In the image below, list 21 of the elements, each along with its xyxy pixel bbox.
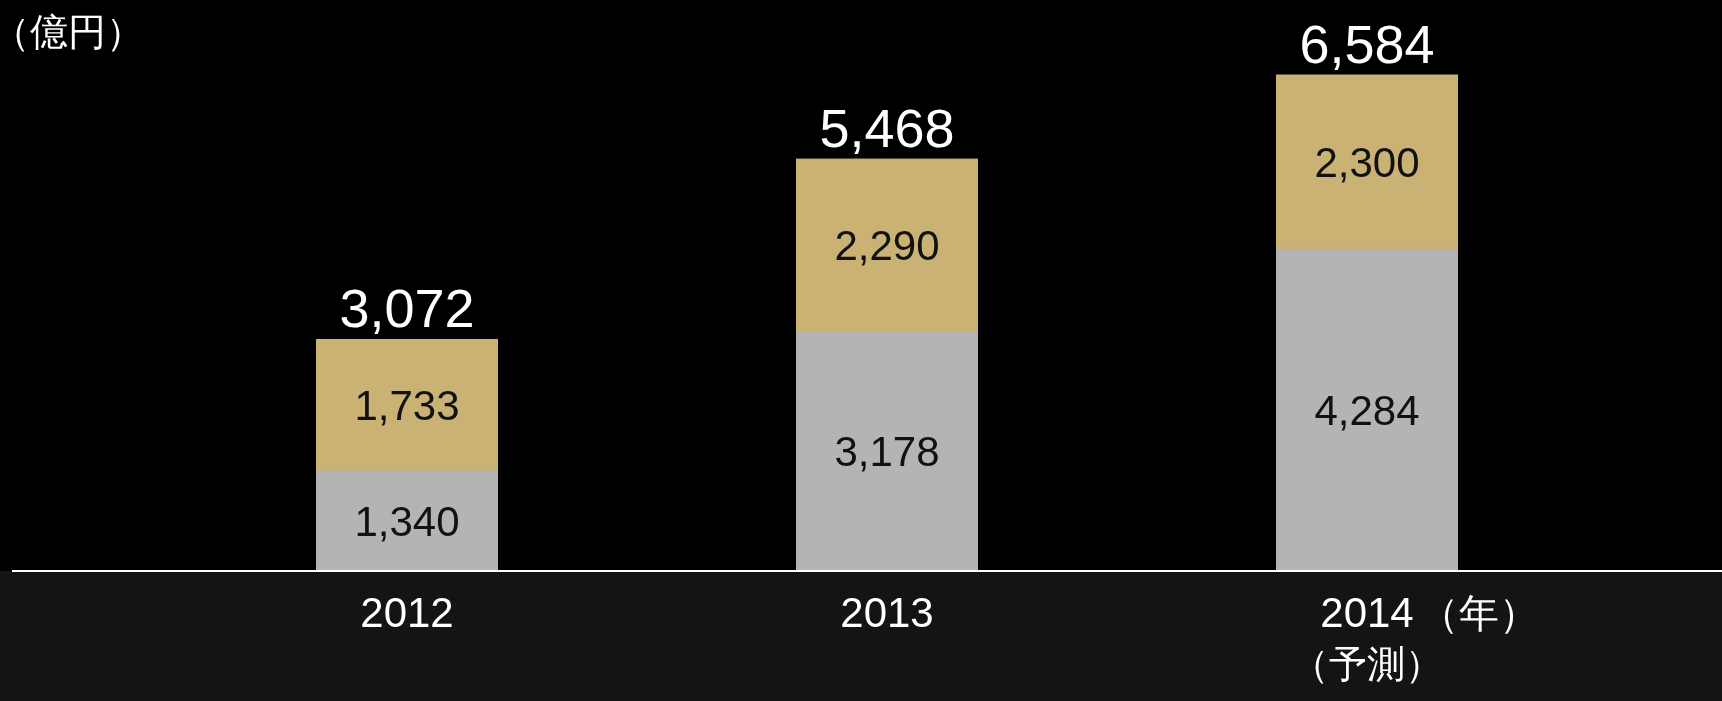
total-label: 5,468 bbox=[819, 98, 955, 159]
bar bbox=[316, 339, 498, 471]
bar bbox=[796, 331, 978, 572]
data-label: 4,284 bbox=[1314, 386, 1420, 434]
data-label: 1,340 bbox=[354, 497, 460, 545]
bar bbox=[1276, 74, 1458, 249]
data-label: 2,290 bbox=[834, 222, 940, 270]
x-tick-label: 2013 bbox=[840, 589, 934, 636]
data-label: 3,178 bbox=[834, 428, 940, 476]
total-label: 6,584 bbox=[1299, 14, 1435, 74]
bar bbox=[796, 158, 978, 333]
data-label: 1,733 bbox=[354, 381, 460, 429]
bar bbox=[1276, 247, 1458, 572]
x-tick-label: 2012 bbox=[360, 589, 454, 636]
data-label: 2,300 bbox=[1314, 138, 1420, 186]
y-axis-title: （億円） bbox=[0, 11, 144, 53]
total-label: 3,072 bbox=[339, 278, 475, 339]
x-tick-label: 2014 bbox=[1320, 589, 1414, 636]
text: （予測） bbox=[1291, 643, 1443, 685]
x-axis-title: （年） bbox=[1419, 591, 1539, 635]
bar bbox=[316, 469, 498, 572]
